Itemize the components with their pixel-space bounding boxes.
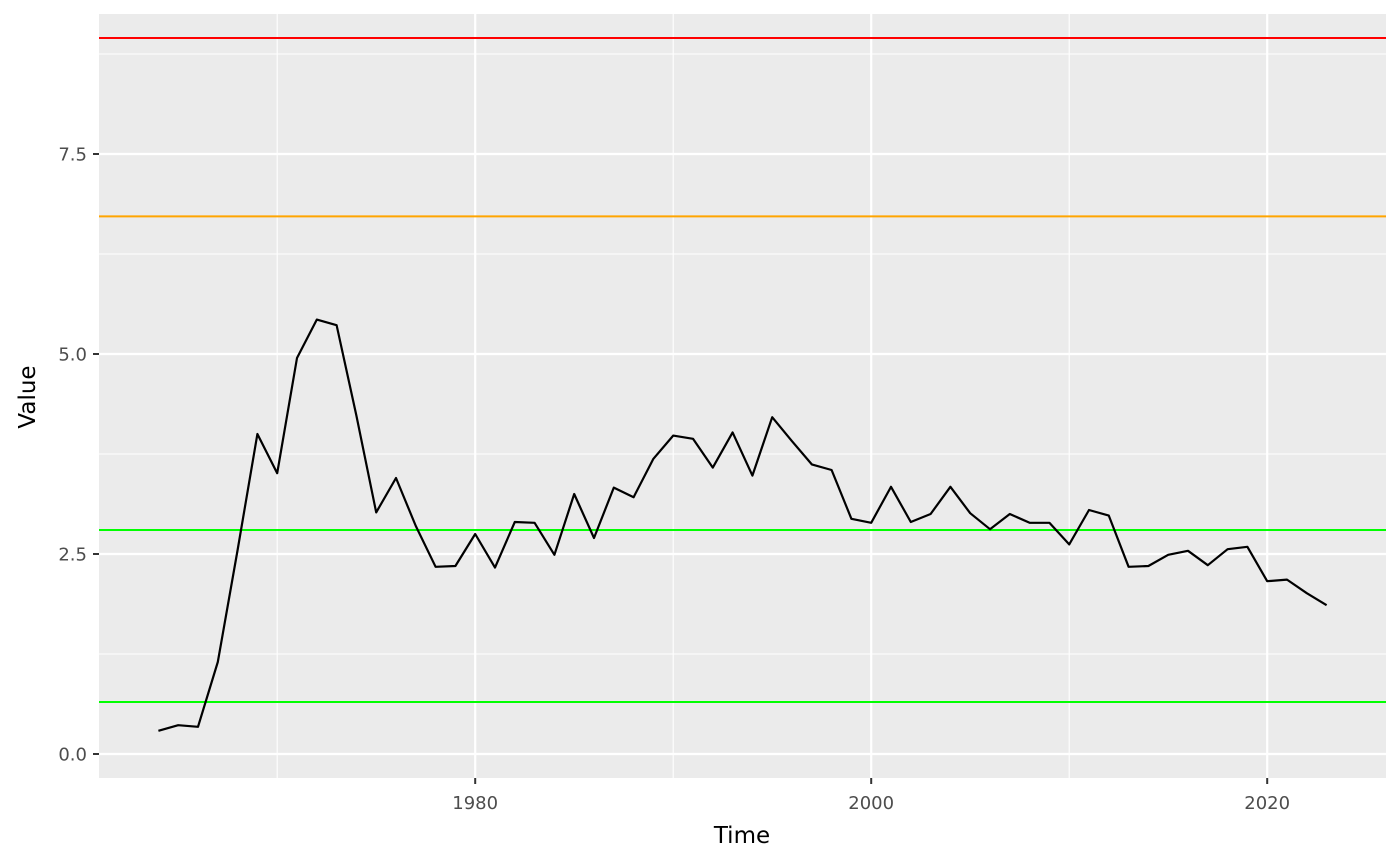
- y-tick-label: 7.5: [58, 145, 87, 166]
- series-line: [158, 318, 1328, 732]
- data-series: [158, 318, 1328, 732]
- y-tick-label: 5.0: [58, 345, 87, 366]
- y-tick-label: 2.5: [58, 545, 87, 566]
- y-axis-title: Value: [15, 365, 41, 428]
- x-axis: 1980 2000 2020: [452, 778, 1290, 814]
- plot-panel: [99, 14, 1386, 778]
- y-axis: 0.0 2.5 5.0 7.5: [58, 145, 99, 766]
- x-axis-title: Time: [713, 823, 770, 849]
- y-tick-label: 0.0: [58, 745, 87, 766]
- x-tick-label: 1980: [452, 793, 498, 814]
- x-tick-label: 2000: [848, 793, 894, 814]
- x-tick-label: 2020: [1244, 793, 1290, 814]
- reference-lines: [99, 37, 1386, 703]
- major-gridlines: [99, 14, 1386, 778]
